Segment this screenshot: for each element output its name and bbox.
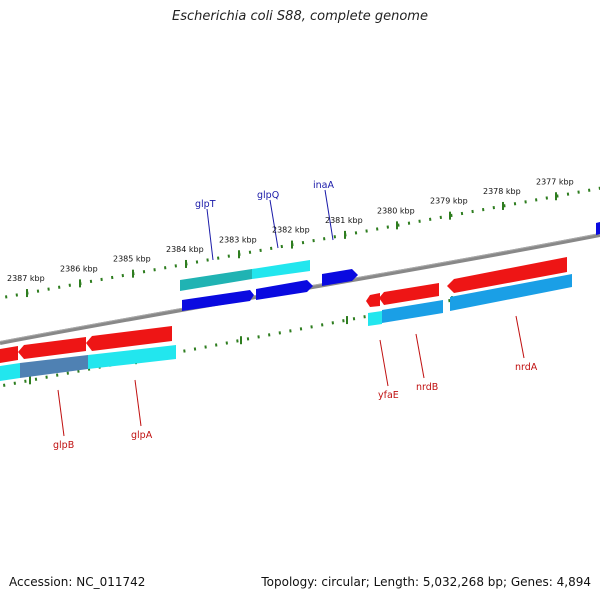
gene-label-inaA[interactable]: inaA — [313, 180, 334, 191]
gene-label-nrdB[interactable]: nrdB — [416, 382, 438, 393]
accession-text: Accession: NC_011742 — [9, 575, 146, 589]
glpQ-arrow[interactable] — [256, 280, 313, 300]
edge-arrow[interactable] — [596, 222, 600, 235]
gene-label-glpB[interactable]: glpB — [53, 440, 74, 451]
tick-label: 2382 kbp — [272, 226, 310, 235]
reverse-labels: yfaE nrdB nrdA glpB glpA — [53, 362, 538, 451]
yfaE-cds[interactable] — [368, 311, 382, 326]
yfaE-arrow[interactable] — [366, 293, 380, 307]
glpB-cds2[interactable] — [20, 355, 88, 378]
reverse-features — [0, 257, 572, 381]
glpT-feature[interactable] — [180, 269, 252, 291]
gene-label-yfaE[interactable]: yfaE — [378, 390, 399, 401]
glpB-arrow[interactable] — [18, 337, 86, 359]
gene-label-glpQ[interactable]: glpQ — [257, 190, 279, 201]
nrdA-cds[interactable] — [450, 274, 572, 311]
tick-label: 2380 kbp — [377, 206, 415, 215]
tick-label: 2386 kbp — [60, 264, 98, 273]
gene-label-nrdA[interactable]: nrdA — [515, 362, 538, 373]
gene-label-glpA[interactable]: glpA — [131, 430, 153, 441]
forward-labels: glpT glpQ inaA — [195, 180, 334, 210]
tick-labels: 2377 kbp 2378 kbp 2379 kbp 2380 kbp 2381 kbp… — [7, 177, 574, 283]
tick-label: 2378 kbp — [483, 187, 521, 196]
tick-label: 2387 kbp — [7, 274, 45, 283]
nrdA-arrow[interactable] — [447, 257, 567, 293]
forward-features — [180, 222, 600, 311]
nrdB-cds[interactable] — [382, 300, 443, 323]
genome-summary-text: Topology: circular; Length: 5,032,268 bp… — [261, 575, 591, 589]
map-title: Escherichia coli S88, complete genome — [172, 9, 428, 24]
glpT-arrow[interactable] — [182, 290, 254, 311]
nrdB-arrow[interactable] — [379, 283, 439, 305]
tick-label: 2381 kbp — [325, 216, 363, 225]
glpB-cds[interactable] — [0, 363, 20, 381]
outer-tick-row — [5, 186, 600, 299]
gene-label-glpT[interactable]: glpT — [195, 199, 216, 210]
glpA-cds[interactable] — [88, 345, 176, 369]
glpB-arrow-left[interactable] — [0, 346, 18, 363]
inaA-arrow[interactable] — [322, 269, 358, 286]
tick-label: 2384 kbp — [166, 245, 204, 254]
tick-label: 2377 kbp — [536, 177, 574, 186]
tick-label: 2385 kbp — [113, 255, 151, 264]
glpQ-feature[interactable] — [252, 260, 310, 279]
glpA-arrow[interactable] — [86, 326, 172, 351]
tick-label: 2379 kbp — [430, 197, 468, 206]
label-leaders — [57, 189, 525, 437]
tick-label: 2383 kbp — [219, 235, 257, 244]
